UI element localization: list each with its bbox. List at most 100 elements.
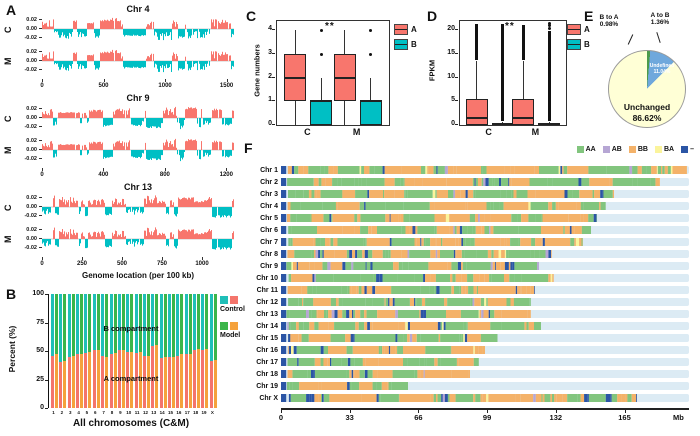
chr-title: Chr 13 — [123, 182, 152, 192]
chromosome-label: Chr 16 — [256, 346, 278, 354]
a-compartment-segment — [105, 356, 109, 408]
stacked-bar — [76, 294, 80, 408]
x-tick-label: 18 — [193, 410, 199, 415]
model-b-swatch — [220, 322, 228, 330]
track-row: M 0.02 0.00 -0.02 — [2, 136, 240, 163]
x-tick-label: 3 — [68, 410, 72, 415]
b-compartment-segment — [71, 294, 75, 356]
stacked-bar — [138, 294, 142, 408]
compartment-switch-segments — [281, 394, 637, 402]
compartment-switch-segments — [281, 166, 687, 174]
chromosome-label: Chr X — [259, 394, 278, 402]
chromosome-row: Chr 7 — [242, 236, 698, 248]
x-tick-label: 0 — [40, 172, 44, 178]
track-y-ticks: 0.02 0.00 -0.02 — [2, 194, 42, 220]
y-tick-label: 100 — [32, 290, 44, 297]
y-tick-mark — [45, 294, 48, 295]
y-tick-label: -0.02 — [2, 212, 42, 220]
chromosome-row: Chr 18 — [242, 368, 698, 380]
compartment-switch-segments — [281, 250, 552, 258]
a-compartment-segment — [163, 356, 167, 408]
track-background — [281, 346, 689, 354]
y-tick-label: 0 — [268, 120, 272, 127]
x-tick-label: 750 — [156, 261, 167, 267]
whisker-line — [522, 61, 524, 125]
chromosome-row: Chr X — [242, 392, 698, 404]
x-tick-label: 800 — [159, 172, 170, 178]
a-compartment-segment — [138, 352, 142, 408]
x-tick-mark — [42, 257, 43, 260]
b-compartment-segment — [188, 294, 192, 355]
b-compartment-segment — [88, 294, 92, 353]
outlier-dot — [319, 52, 323, 56]
compartment-switch-segments — [281, 358, 479, 366]
pie-label-a-to-b: A to B 1.36% — [650, 12, 670, 27]
track-row: C 0.02 0.00 -0.02 — [2, 193, 240, 220]
a-compartment-segment — [130, 352, 134, 408]
chromosome-row: Chr 19 — [242, 380, 698, 392]
track-condition-label: M — [3, 57, 13, 66]
stacked-bar — [184, 294, 188, 408]
b-compartment-segment — [84, 294, 88, 354]
significance-marker: ** — [505, 21, 515, 32]
eigenvector-track — [42, 106, 234, 129]
chromosome-track — [281, 274, 698, 282]
y-tick-mark — [455, 76, 458, 78]
a-compartment-segment — [67, 356, 71, 408]
x-tick-mark — [624, 410, 626, 413]
legend-entry: AA — [576, 146, 596, 153]
stacked-bar — [213, 294, 217, 408]
stacked-bar — [209, 294, 213, 408]
legend-entry: BB — [628, 146, 648, 153]
panel-f-x-axis: Mb 0 33 66 99 132 165 — [279, 408, 691, 424]
b-compartment-segment — [51, 294, 54, 356]
chromosome-label: Chr 9 — [260, 262, 278, 270]
compartment-switch-segments — [281, 226, 592, 234]
x-tick-label: 12 — [142, 410, 148, 415]
x-tick-mark — [555, 410, 557, 413]
whisker-line — [476, 61, 478, 125]
axis-line — [281, 408, 689, 410]
chromosome-track — [281, 250, 698, 258]
track-x-axis: 0 250 500 750 1000 — [40, 257, 234, 271]
chromosome-track — [281, 262, 698, 270]
chromosome-label: Chr 13 — [256, 310, 278, 318]
y-tick-label: -0.02 — [2, 244, 42, 252]
y-tick-mark — [272, 100, 275, 102]
panel-a-compartment-tracks: A Chr 4 C 0.02 0.00 -0.02 M 0.02 0.00 -0.02 0 500… — [2, 2, 240, 286]
chromosome-label: Chr 18 — [256, 370, 278, 378]
boxplot-key-a — [394, 24, 408, 35]
legend-label: AA — [585, 146, 596, 153]
y-tick-label: 0.02 — [2, 16, 42, 24]
stacked-bar — [121, 294, 125, 408]
x-tick-label: 4 — [77, 410, 80, 415]
box — [310, 101, 333, 125]
a-compartment-segment — [213, 360, 217, 408]
a-compartment-segment — [172, 356, 176, 408]
b-compartment-segment — [55, 294, 58, 355]
track-background — [281, 370, 689, 378]
stacked-bar — [109, 294, 113, 408]
x-tick-mark — [165, 79, 167, 82]
stacked-bar — [193, 294, 197, 408]
chr4-track-block: Chr 4 C 0.02 0.00 -0.02 M 0.02 0.00 -0.02 0 500 10… — [2, 4, 240, 93]
group-label: M — [531, 127, 540, 137]
a-compartment-segment — [121, 349, 125, 408]
bar-pair — [134, 294, 142, 408]
a-compartment-segment — [88, 352, 92, 408]
panel-b-y-axis-label: Percent (%) — [7, 325, 17, 373]
y-tick-label: -0.02 — [2, 66, 42, 74]
x-tick-label: 6 — [94, 410, 97, 415]
bar-pair — [209, 294, 217, 408]
bar-pair — [117, 294, 125, 408]
stacked-bar — [146, 294, 150, 408]
x-tick-label: 7 — [102, 410, 105, 415]
y-tick-mark — [272, 29, 275, 31]
a-compartment-segment — [63, 361, 67, 408]
stacked-bar — [130, 294, 134, 408]
b-compartment-segment — [117, 294, 121, 350]
legend-label: – — [690, 146, 694, 153]
a-compartment-segment — [151, 346, 155, 408]
median-line — [333, 76, 356, 79]
chromosome-label: Chr 3 — [260, 190, 278, 198]
